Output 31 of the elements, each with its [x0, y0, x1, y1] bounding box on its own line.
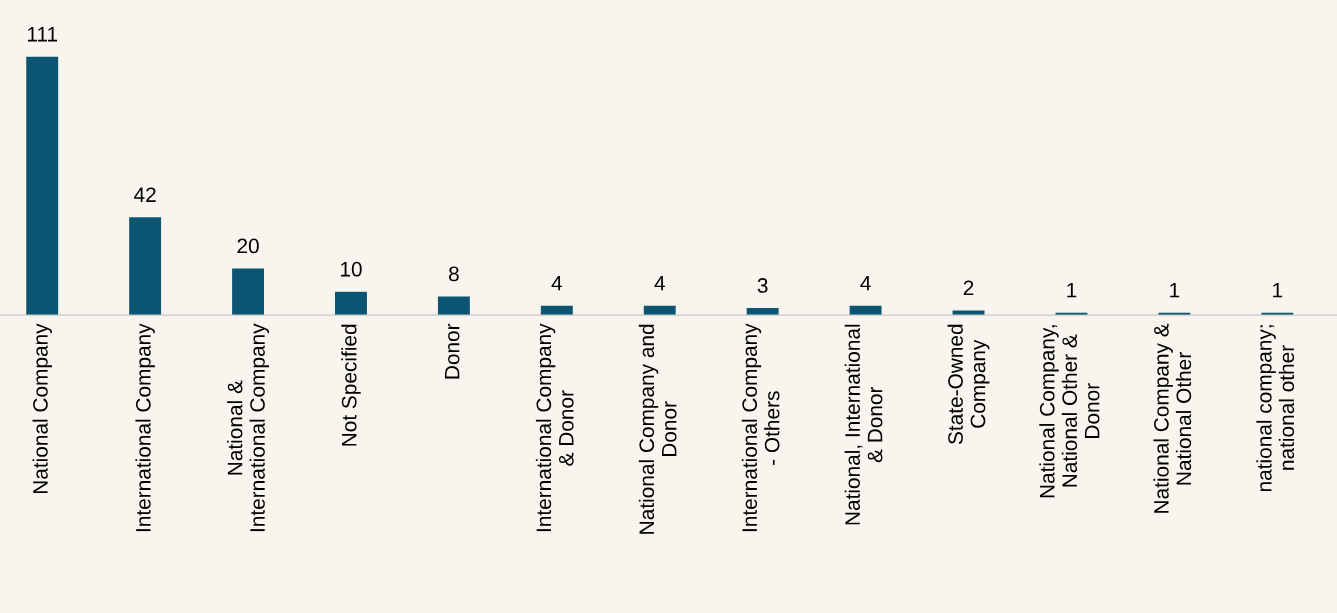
data-label: 42	[134, 187, 156, 202]
x-tick-label: National Company and Donor	[638, 324, 677, 534]
data-label: 3	[757, 278, 768, 293]
x-tick-label: International Company - Others	[741, 323, 780, 532]
x-tick-label: National Company, National Other & Donor	[1039, 325, 1100, 498]
bar	[437, 296, 470, 316]
data-label: 4	[860, 276, 871, 291]
data-label: 111	[27, 27, 58, 42]
data-label: 2	[963, 280, 974, 295]
bar	[26, 56, 59, 316]
data-label: 1	[1067, 282, 1077, 298]
x-tick-label: National & International Company	[227, 323, 269, 532]
bar	[129, 217, 162, 316]
x-tick-label: International Company	[135, 323, 155, 532]
x-tick-label: Not Specified	[341, 324, 361, 446]
x-tick-label: Donor	[444, 323, 460, 379]
data-label: 1	[1170, 282, 1180, 298]
data-label: 8	[449, 266, 459, 282]
x-tick-label: National Company	[32, 323, 52, 494]
bar	[232, 268, 264, 316]
x-tick-label: State-Owned Company	[947, 324, 990, 445]
data-label: 1	[1273, 282, 1283, 298]
data-label: 4	[551, 276, 563, 291]
x-tick-label: National Company & National Other	[1153, 323, 1192, 513]
x-tick-label: National, International & Donor	[844, 324, 883, 525]
data-label: 4	[654, 276, 665, 291]
x-tick-label: International Company & Donor	[535, 323, 574, 532]
bar	[335, 291, 367, 316]
data-label: 20	[237, 238, 259, 254]
data-label: 10	[340, 261, 362, 277]
x-tick-label: national company; national other	[1256, 325, 1295, 492]
